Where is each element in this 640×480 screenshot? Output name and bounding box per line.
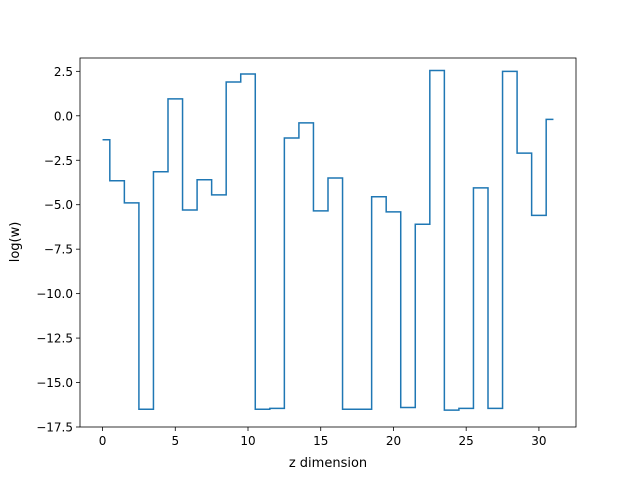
y-tick-label: −7.5 (44, 243, 73, 257)
y-tick-label: 2.5 (54, 65, 73, 79)
y-axis: 2.5 0.0 −2.5 −5.0 −7.5 −10.0 −12.5 −15.0 −17.5 (36, 65, 80, 435)
x-tick-label: 30 (531, 434, 546, 448)
x-tick-label: 25 (459, 434, 474, 448)
x-tick-label: 10 (240, 434, 255, 448)
data-series-line (102, 69, 554, 411)
series-layer (102, 69, 554, 411)
axes-frame (79, 57, 577, 428)
x-tick-label: 20 (386, 434, 401, 448)
x-axis: 0 5 10 15 20 25 30 (99, 427, 547, 448)
y-tick-label: −12.5 (36, 332, 73, 346)
y-tick-label: −17.5 (36, 421, 73, 435)
y-axis-label: log(w) (8, 222, 23, 263)
y-tick-label: −10.0 (36, 287, 73, 301)
y-tick-label: −15.0 (36, 376, 73, 390)
y-tick-label: −5.0 (44, 198, 73, 212)
y-tick-label: 0.0 (54, 109, 73, 123)
y-tick-label: −2.5 (44, 154, 73, 168)
x-tick-label: 5 (171, 434, 179, 448)
x-tick-label: 0 (99, 434, 107, 448)
x-axis-label: z dimension (289, 456, 367, 471)
x-tick-label: 15 (313, 434, 328, 448)
